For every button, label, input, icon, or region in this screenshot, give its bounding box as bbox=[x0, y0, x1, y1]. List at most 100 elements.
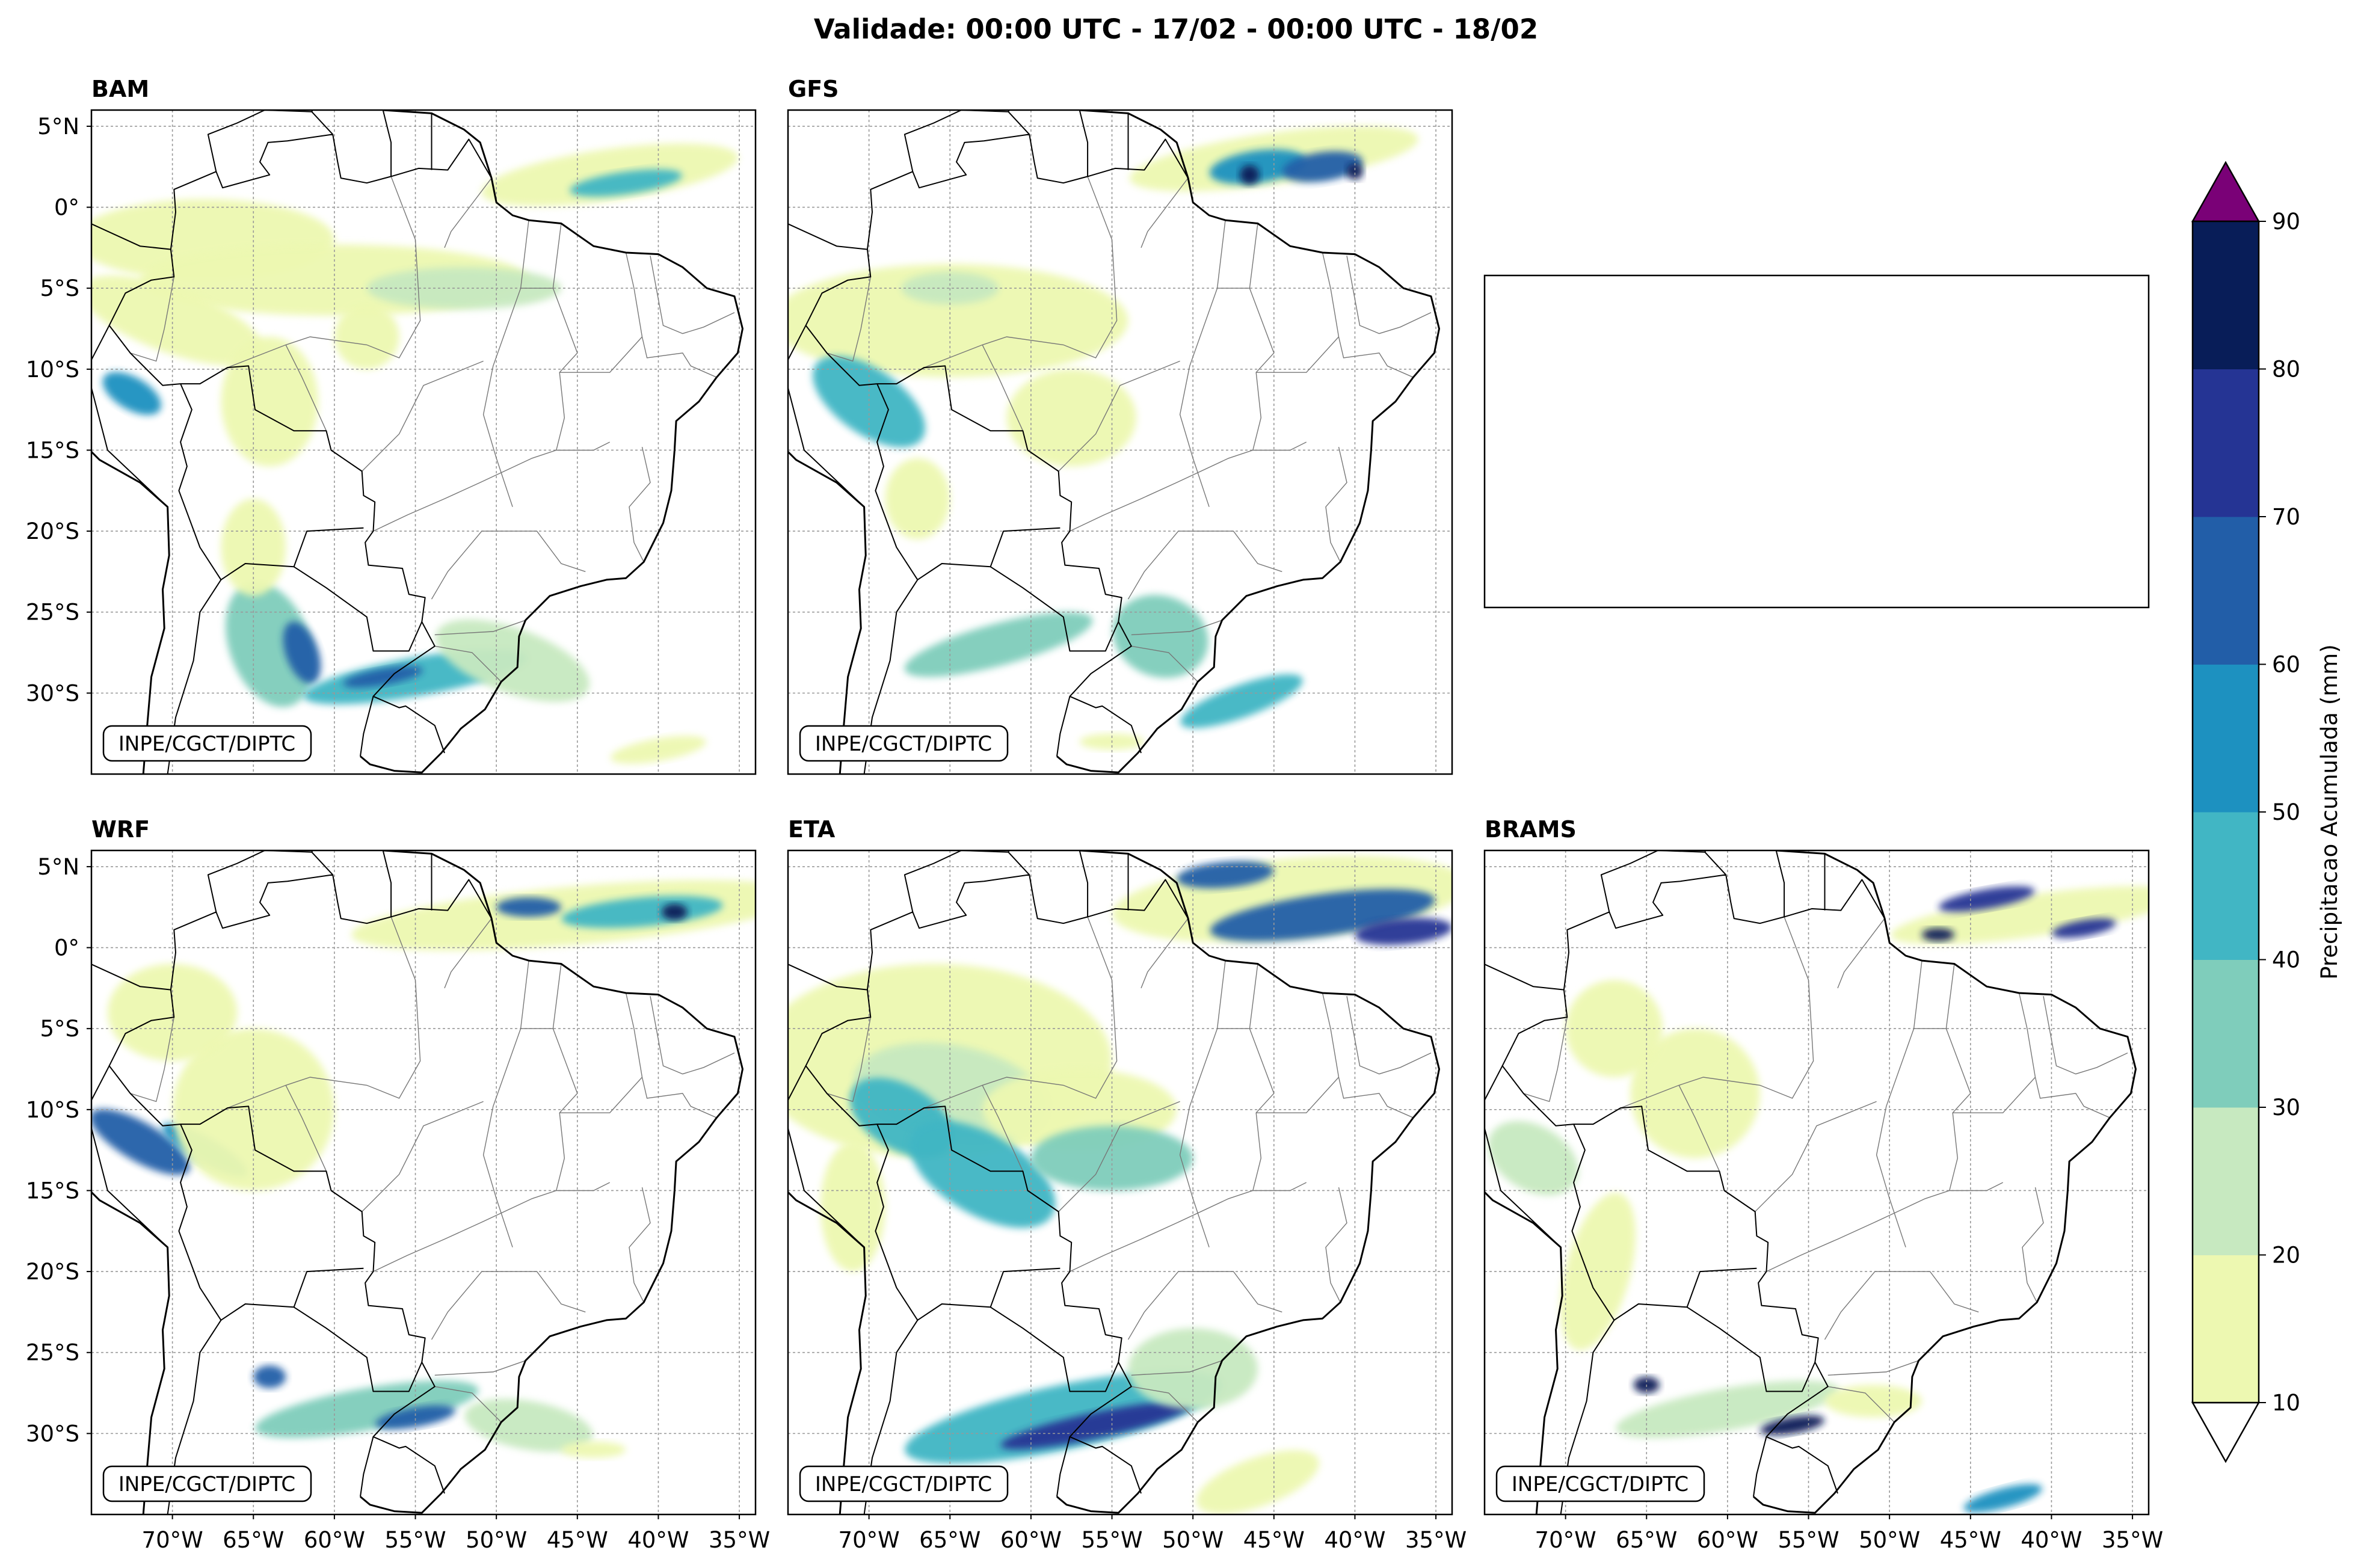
colorbar-bin bbox=[2193, 812, 2259, 960]
lon-tick-label: 40°W bbox=[1324, 1527, 1385, 1553]
precip-cell bbox=[1177, 861, 1274, 888]
brazil-border bbox=[108, 134, 492, 754]
state-boundary bbox=[1070, 1182, 1307, 1272]
lat-tick-label: 0° bbox=[54, 935, 79, 961]
country-border bbox=[1008, 110, 1010, 112]
lat-tick-label: 5°N bbox=[37, 854, 79, 880]
precip-cell bbox=[610, 736, 707, 764]
panel-gfs: GFS INPE/CGCT/DIPTC bbox=[787, 76, 1453, 775]
country-border bbox=[91, 964, 171, 991]
credit-box bbox=[102, 1465, 312, 1502]
precip-cell bbox=[1565, 980, 1663, 1077]
state-boundary bbox=[559, 1077, 643, 1113]
precip-cell bbox=[283, 621, 321, 684]
precip-cell bbox=[1891, 886, 2149, 945]
panel-title: BAM bbox=[91, 76, 149, 102]
lon-tick-label: 70°W bbox=[839, 1527, 900, 1553]
colorbar-bin bbox=[2193, 221, 2259, 369]
state-boundary bbox=[362, 360, 484, 472]
precipitation-field bbox=[788, 126, 1418, 750]
state-boundary bbox=[1070, 441, 1307, 532]
country-border bbox=[1079, 110, 1089, 177]
country-border bbox=[788, 325, 865, 508]
country-border bbox=[1056, 1436, 1071, 1497]
colorbar-tick-label: 40 bbox=[2272, 947, 2300, 973]
lat-tick-label: 25°S bbox=[26, 1340, 79, 1366]
colorbar: 10 20 30 40 50 60 70 80 90 Precipitacao Acumulada… bbox=[2191, 161, 2342, 1463]
country-border bbox=[1056, 696, 1071, 757]
state-boundary bbox=[434, 1360, 526, 1376]
state-boundary bbox=[1325, 446, 1347, 562]
brazil-border bbox=[1501, 874, 1885, 1494]
map-frame bbox=[90, 849, 757, 1516]
state-boundary bbox=[629, 1187, 651, 1303]
state-boundary bbox=[373, 441, 611, 532]
state-boundary bbox=[1346, 256, 1432, 334]
country-border bbox=[788, 223, 868, 250]
state-boundary bbox=[1766, 1182, 2004, 1272]
precip-cell bbox=[107, 964, 238, 1062]
country-border bbox=[903, 850, 1030, 912]
state-boundary bbox=[1127, 530, 1282, 600]
credit-box bbox=[799, 725, 1009, 762]
state-boundary bbox=[1755, 1101, 1877, 1212]
panel-eta: ETA INPE/CGCT/DIPTC 70°W 65°W 60°W 55°W 50°W 45… bbox=[787, 816, 1467, 1553]
state-boundary bbox=[434, 1386, 502, 1422]
country-border bbox=[91, 1065, 168, 1248]
country-border bbox=[1079, 850, 1089, 917]
credit-text: INPE/CGCT/DIPTC bbox=[815, 732, 992, 756]
precip-cell bbox=[91, 1108, 190, 1175]
credit-box bbox=[1495, 1465, 1705, 1502]
empty-panel-frame bbox=[1483, 274, 2150, 609]
country-border bbox=[788, 1065, 865, 1248]
panel-bam: BAM INPE/CGCT/DIPTC 5°N 0° 5°S 10°S 15°S 20°S 25… bbox=[26, 76, 757, 775]
state-boundary bbox=[444, 177, 492, 248]
country-border bbox=[1008, 850, 1010, 853]
precip-cell bbox=[1180, 674, 1303, 728]
lon-tick-label: 35°W bbox=[2102, 1527, 2163, 1553]
precip-cell bbox=[226, 582, 314, 707]
country-border bbox=[360, 696, 374, 757]
map-frame bbox=[787, 109, 1453, 775]
state-boundary bbox=[982, 1085, 1024, 1172]
precip-cell bbox=[904, 612, 1093, 677]
brazil-border bbox=[805, 134, 1189, 754]
lon-tick-label: 35°W bbox=[1405, 1527, 1467, 1553]
state-boundary bbox=[1620, 917, 1814, 1108]
state-boundary bbox=[1179, 961, 1226, 1247]
panel-title: ETA bbox=[788, 816, 836, 843]
lon-tick-label: 65°W bbox=[919, 1527, 980, 1553]
map-frame bbox=[90, 109, 757, 775]
map-content bbox=[788, 850, 1452, 1514]
credit-text: INPE/CGCT/DIPTC bbox=[1512, 1472, 1688, 1496]
country-border bbox=[360, 1436, 374, 1497]
state-boundary bbox=[1131, 1386, 1198, 1422]
country-border bbox=[788, 964, 868, 991]
lat-tick-label: 30°S bbox=[26, 680, 79, 706]
precip-cell bbox=[375, 1405, 455, 1430]
precip-cell bbox=[221, 499, 286, 596]
precip-cell bbox=[1488, 1121, 1578, 1196]
colorbar-bin bbox=[2193, 1255, 2259, 1403]
state-boundary bbox=[1678, 1085, 1720, 1172]
lon-tick-label: 65°W bbox=[1616, 1527, 1677, 1553]
country-border bbox=[1571, 1124, 1757, 1321]
state-boundary bbox=[431, 1271, 586, 1340]
state-boundary bbox=[1256, 1077, 1340, 1113]
state-boundary bbox=[1876, 961, 1922, 1247]
precip-cell bbox=[570, 169, 682, 197]
state-boundary bbox=[482, 961, 529, 1247]
precip-cell bbox=[343, 666, 423, 688]
precip-cell bbox=[813, 355, 926, 447]
credit-box bbox=[102, 725, 312, 762]
colorbar-bin bbox=[2193, 369, 2259, 517]
lat-tick-label: 20°S bbox=[26, 1259, 79, 1285]
lon-tick-label: 65°W bbox=[223, 1527, 284, 1553]
precip-cell bbox=[1922, 928, 1954, 941]
country-border bbox=[1687, 1306, 1816, 1392]
panel-title: WRF bbox=[91, 816, 150, 843]
precip-cell bbox=[1963, 1484, 2042, 1513]
precip-cell bbox=[496, 897, 561, 917]
state-boundary bbox=[559, 336, 643, 373]
lat-tick-label: 25°S bbox=[26, 600, 79, 626]
